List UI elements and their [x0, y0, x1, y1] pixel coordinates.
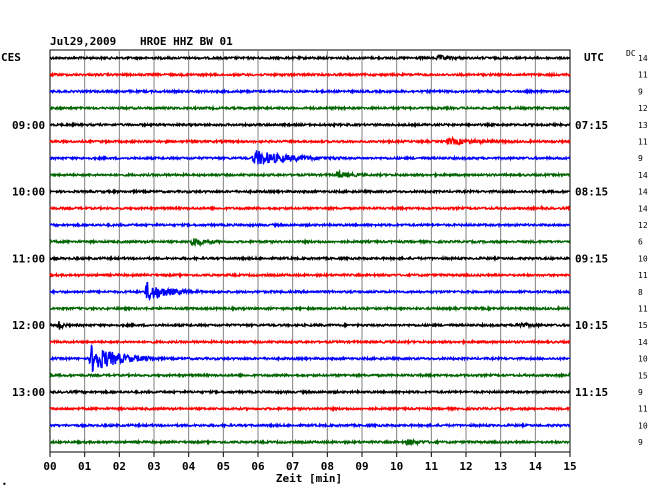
- trace-row-12: [49, 254, 571, 263]
- trace-row-18: [49, 344, 571, 373]
- x-tick-label: 10: [390, 460, 403, 473]
- trace-row-10: [49, 221, 571, 229]
- utc-hour-label: 10:15: [575, 319, 608, 332]
- dc-offset-value: 10: [638, 421, 648, 430]
- dc-offset-value: 13: [638, 121, 648, 130]
- dc-offset-value: 14: [638, 188, 648, 197]
- dc-offset-value: 11: [638, 405, 648, 414]
- x-tick-label: 13: [494, 460, 507, 473]
- trace-row-16: [49, 321, 571, 330]
- trace-row-4: [49, 121, 571, 129]
- dc-offset-value: 15: [638, 321, 648, 330]
- x-tick-label: 14: [529, 460, 543, 473]
- trace-row-6: [49, 150, 571, 166]
- x-tick-label: 11: [425, 460, 439, 473]
- trace-row-21: [49, 405, 571, 413]
- x-tick-label: 02: [113, 460, 126, 473]
- recording-date: Jul29,2009: [50, 35, 116, 48]
- local-hour-label: 10:00: [12, 186, 45, 199]
- x-tick-label: 00: [43, 460, 56, 473]
- local-hour-label: 12:00: [12, 319, 45, 332]
- trace-row-7: [49, 168, 571, 179]
- left-timezone-label: CES: [1, 51, 21, 64]
- trace-row-19: [49, 371, 571, 379]
- dc-offset-value: 12: [638, 221, 648, 230]
- x-tick-label: 09: [355, 460, 368, 473]
- dc-offset-value: 9: [638, 87, 643, 96]
- local-hour-label: 13:00: [12, 386, 45, 399]
- utc-hour-labels: 07:15 08:15 09:15 10:15 11:15: [575, 119, 608, 399]
- trace-row-11: [49, 238, 571, 248]
- x-tick-label: 12: [459, 460, 472, 473]
- x-tick-label: 08: [321, 460, 334, 473]
- time-grid: [49, 49, 571, 453]
- trace-row-9: [49, 204, 571, 212]
- trace-row-8: [49, 188, 571, 196]
- utc-hour-label: 09:15: [575, 252, 608, 265]
- dc-offset-value: 15: [638, 371, 648, 380]
- dc-offset-value: 11: [638, 271, 648, 280]
- x-tick-label: 15: [563, 460, 576, 473]
- trace-row-1: [49, 71, 571, 79]
- right-timezone-label: UTC: [584, 51, 604, 64]
- x-tick-label: 07: [286, 460, 299, 473]
- dc-offset-value: 6: [638, 238, 643, 247]
- utc-hour-label: 08:15: [575, 186, 608, 199]
- dc-offset-value: 11: [638, 138, 648, 147]
- dc-offset-value: 14: [638, 171, 648, 180]
- dc-offset-value: 11: [638, 305, 648, 314]
- trace-row-3: [49, 104, 571, 112]
- dc-offset-value: 14: [638, 338, 648, 347]
- plot-frame: [49, 49, 571, 453]
- dc-offset-labels: 14 11 9 12 13 11 9 14 14 14 12 6 10 11 8 11 15 14 10 15 9 11 1…: [638, 54, 648, 447]
- x-tick-label: 01: [78, 460, 92, 473]
- dc-offset-value: 9: [638, 388, 643, 397]
- utc-hour-label: 11:15: [575, 386, 608, 399]
- trace-group: [49, 53, 571, 447]
- trace-row-0: [49, 53, 571, 62]
- x-axis: 00 01 02 03 04 05 06 07 08 09 10 11 12 13 14 15: [43, 452, 577, 473]
- dc-offset-value: 14: [638, 204, 648, 213]
- dc-offset-value: 12: [638, 104, 648, 113]
- corner-mark: •: [2, 480, 7, 489]
- x-tick-label: 03: [147, 460, 160, 473]
- utc-hour-label: 07:15: [575, 119, 608, 132]
- trace-row-13: [49, 271, 571, 279]
- x-axis-label: Zeit [min]: [276, 472, 342, 485]
- dc-offset-value: 10: [638, 254, 648, 263]
- x-tick-label: 06: [251, 460, 265, 473]
- trace-row-5: [49, 135, 571, 147]
- local-hour-label: 11:00: [12, 252, 45, 265]
- dc-offset-value: 9: [638, 154, 643, 163]
- dc-offset-value: 14: [638, 54, 648, 63]
- dc-offset-value: 11: [638, 71, 648, 80]
- trace-row-20: [49, 388, 571, 396]
- trace-row-15: [49, 304, 571, 313]
- station-code: HROE HHZ BW 01: [140, 35, 233, 48]
- local-hour-labels: 09:00 10:00 11:00 12:00 13:00: [12, 119, 45, 399]
- trace-row-23: [49, 437, 571, 447]
- dc-offset-value: 9: [638, 438, 643, 447]
- trace-row-2: [49, 87, 571, 96]
- x-tick-label: 04: [182, 460, 196, 473]
- local-hour-label: 09:00: [12, 119, 45, 132]
- dc-offset-value: 10: [638, 355, 648, 364]
- trace-row-17: [49, 338, 571, 346]
- trace-row-22: [49, 421, 571, 430]
- dc-header-label: DC: [626, 49, 636, 58]
- dc-offset-value: 8: [638, 288, 643, 297]
- trace-row-14: [49, 281, 571, 302]
- x-tick-label: 05: [217, 460, 230, 473]
